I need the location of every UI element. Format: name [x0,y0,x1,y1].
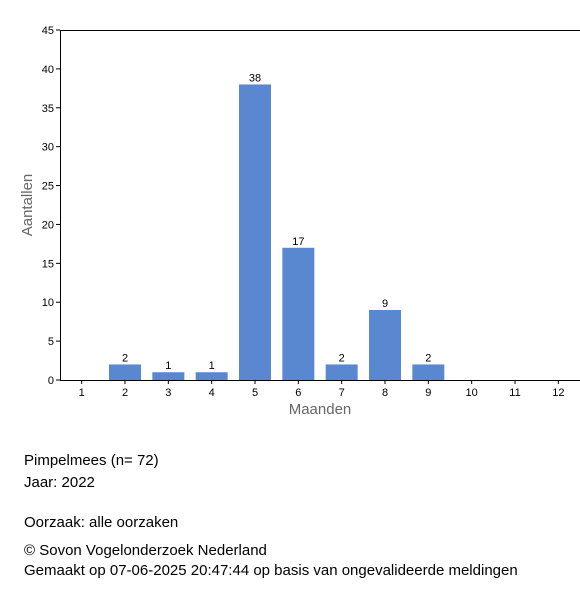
bar [109,364,141,380]
y-tick-label: 35 [42,103,54,115]
cause: Oorzaak: alle oorzaken [24,514,179,531]
x-axis-label: Maanden [289,401,352,418]
bar [152,372,185,380]
data-label: 1 [209,360,215,372]
species: Pimpelmees (n= 72) [24,452,159,469]
bar [325,364,358,380]
x-tick-label: 5 [252,387,258,399]
data-label: 2 [122,352,128,364]
x-tick-label: 1 [79,387,85,399]
year: Jaar: 2022 [24,474,95,491]
y-tick-label: 25 [42,181,54,193]
data-label: 2 [339,352,345,364]
y-axis-label: Aantallen [19,174,36,237]
x-tick-label: 3 [165,387,171,399]
x-tick-label: 6 [295,387,301,399]
x-tick-label: 2 [122,387,128,399]
y-tick-label: 20 [42,219,54,231]
data-label: 1 [165,360,171,372]
y-tick-label: 30 [42,142,54,154]
y-tick-label: 0 [48,375,54,387]
x-tick-label: 9 [425,387,431,399]
y-tick-label: 40 [42,64,54,76]
y-tick-label: 15 [42,258,54,270]
made-note: Gemaakt op 07-06-2025 20:47:44 op basis … [24,562,518,579]
x-tick-label: 8 [382,387,388,399]
bar [412,364,445,380]
copyright: © Sovon Vogelonderzoek Nederland [24,542,267,559]
data-label: 17 [292,236,304,248]
data-label: 9 [382,298,388,310]
y-tick-label: 10 [42,297,54,309]
x-tick-label: 10 [466,387,478,399]
x-tick-label: 12 [552,387,564,399]
bar [195,372,228,380]
x-tick-label: 7 [339,387,345,399]
bar [239,84,271,380]
bar [369,310,401,380]
data-label: 38 [249,72,261,84]
x-tick-label: 4 [209,387,215,399]
y-tick-label: 5 [48,336,54,348]
x-tick-label: 11 [509,387,520,399]
data-label: 2 [425,352,431,364]
bar [282,247,315,380]
y-tick-label: 45 [42,25,54,37]
